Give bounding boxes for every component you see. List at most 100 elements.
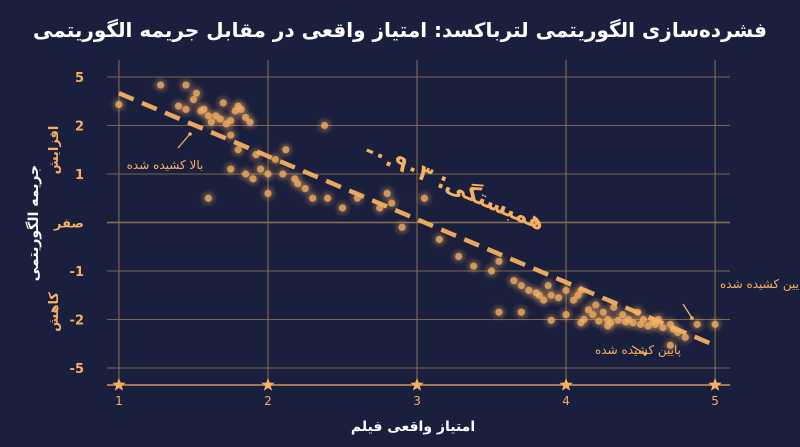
scatter-point	[633, 308, 642, 316]
scatter-point	[577, 319, 585, 327]
x-tick-label: 4	[562, 394, 570, 408]
scatter-point	[577, 286, 585, 294]
scatter-point	[242, 170, 250, 178]
scatter-point	[252, 151, 260, 159]
scatter-point	[264, 189, 272, 197]
scatter-point	[487, 267, 496, 275]
scatter-point	[674, 328, 682, 337]
x-tick-label: 1	[115, 394, 123, 408]
y-tick-label: 5	[75, 71, 84, 86]
scatter-point	[282, 146, 290, 154]
scatter-point	[592, 301, 600, 309]
chart-title: فشرده‌سازی الگوریتمی لترباکسد: امتیاز وا…	[33, 18, 767, 42]
y-side-label-increase: افزایش	[47, 126, 62, 175]
scatter-point	[544, 281, 552, 290]
scatter-point	[249, 175, 257, 183]
scatter-point	[271, 155, 280, 164]
points-layer	[112, 79, 722, 352]
scatter-point	[711, 320, 719, 328]
annotation-arrow-icon	[682, 303, 693, 319]
scatter-point	[517, 281, 525, 290]
scatter-point	[234, 146, 242, 154]
scatter-point	[264, 170, 272, 178]
scatter-point	[540, 296, 548, 304]
y-axis-label: جریمه الگوریتمی	[25, 165, 42, 281]
scatter-point	[562, 286, 570, 294]
scatter-point	[547, 316, 555, 324]
x-tick-star-icon	[112, 378, 126, 391]
scatter-point	[182, 81, 190, 89]
scatter-point	[219, 99, 227, 107]
x-tick-star-icon	[261, 378, 275, 391]
annotation-arrowhead-icon	[643, 352, 647, 356]
scatter-point	[246, 118, 254, 126]
scatter-point	[256, 165, 265, 173]
x-tick-label: 5	[711, 394, 719, 408]
annotation-label: پایین کشیده شده	[720, 277, 800, 292]
scatter-point	[562, 311, 570, 319]
y-side-label-decrease: کاهش	[47, 292, 62, 332]
y-tick-label: 2	[75, 120, 84, 135]
scatter-point	[204, 194, 212, 202]
scatter-point	[693, 320, 701, 328]
scatter-point	[517, 308, 525, 316]
scatter-point	[455, 252, 463, 261]
scatter-point	[555, 294, 563, 302]
y-tick-label: -2	[70, 314, 84, 329]
scatter-point	[323, 194, 332, 202]
scatter-point	[309, 194, 317, 202]
x-tick-star-icon	[708, 378, 722, 391]
annotation-label: پایین کشیده شده	[595, 343, 681, 358]
x-tick-star-icon	[559, 378, 573, 391]
scatter-point	[157, 81, 165, 89]
scatter-point	[470, 262, 478, 270]
annotation-layer: بالا کشیده شده پایین کشیده شده پایین کشیده…	[127, 132, 800, 358]
scatter-point	[510, 277, 518, 285]
scatter-point	[398, 223, 406, 231]
scatter-point	[420, 194, 429, 202]
scatter-point	[383, 189, 391, 197]
annotation-label: بالا کشیده شده	[127, 158, 204, 172]
x-tick-label: 2	[264, 394, 272, 408]
scatter-point	[376, 204, 384, 212]
scatter-point	[681, 333, 689, 341]
scatter-point	[182, 105, 190, 113]
annotation-arrowhead-icon	[188, 132, 192, 136]
scatter-point	[495, 308, 503, 316]
scatter-point	[189, 96, 198, 104]
scatter-point	[435, 235, 443, 244]
correlation-label: همبستگی: ۰.۹۰۳-	[361, 136, 549, 236]
scatter-point	[301, 184, 309, 193]
scatter-point	[353, 194, 361, 202]
scatter-point	[227, 165, 235, 173]
scatter-point	[237, 105, 245, 113]
scatter-point	[599, 308, 607, 316]
scatter-point	[604, 322, 612, 330]
axis-layer: 5 2 1 صفر -1 -2 -5 1 2 3 4 5	[53, 71, 730, 408]
scatter-point	[279, 170, 287, 178]
annotation-arrow-icon	[177, 133, 191, 149]
y-tick-label: -1	[70, 265, 84, 280]
x-tick-star-icon	[410, 378, 424, 391]
scatter-point	[227, 117, 235, 125]
x-tick-label: 3	[413, 394, 421, 408]
scatter-point	[666, 341, 674, 349]
scatter-point	[654, 315, 663, 324]
scatter-point	[495, 257, 503, 265]
scatter-point	[610, 303, 618, 311]
y-tick-label: صفر	[53, 217, 84, 232]
annotation-arrowhead-icon	[690, 316, 694, 320]
scatter-point	[227, 131, 235, 139]
scatter-point	[388, 199, 396, 207]
scatter-point	[338, 204, 347, 212]
x-axis-label: امتیاز واقعی فیلم	[351, 419, 475, 435]
y-tick-label: -5	[70, 362, 84, 377]
annotation-arrow-icon	[631, 345, 646, 355]
scatter-point	[589, 311, 597, 319]
scatter-point	[294, 180, 302, 188]
scatter-point	[595, 317, 603, 325]
scatter-point	[321, 121, 329, 130]
y-tick-label: 1	[75, 168, 84, 183]
scatter-point	[115, 100, 123, 109]
